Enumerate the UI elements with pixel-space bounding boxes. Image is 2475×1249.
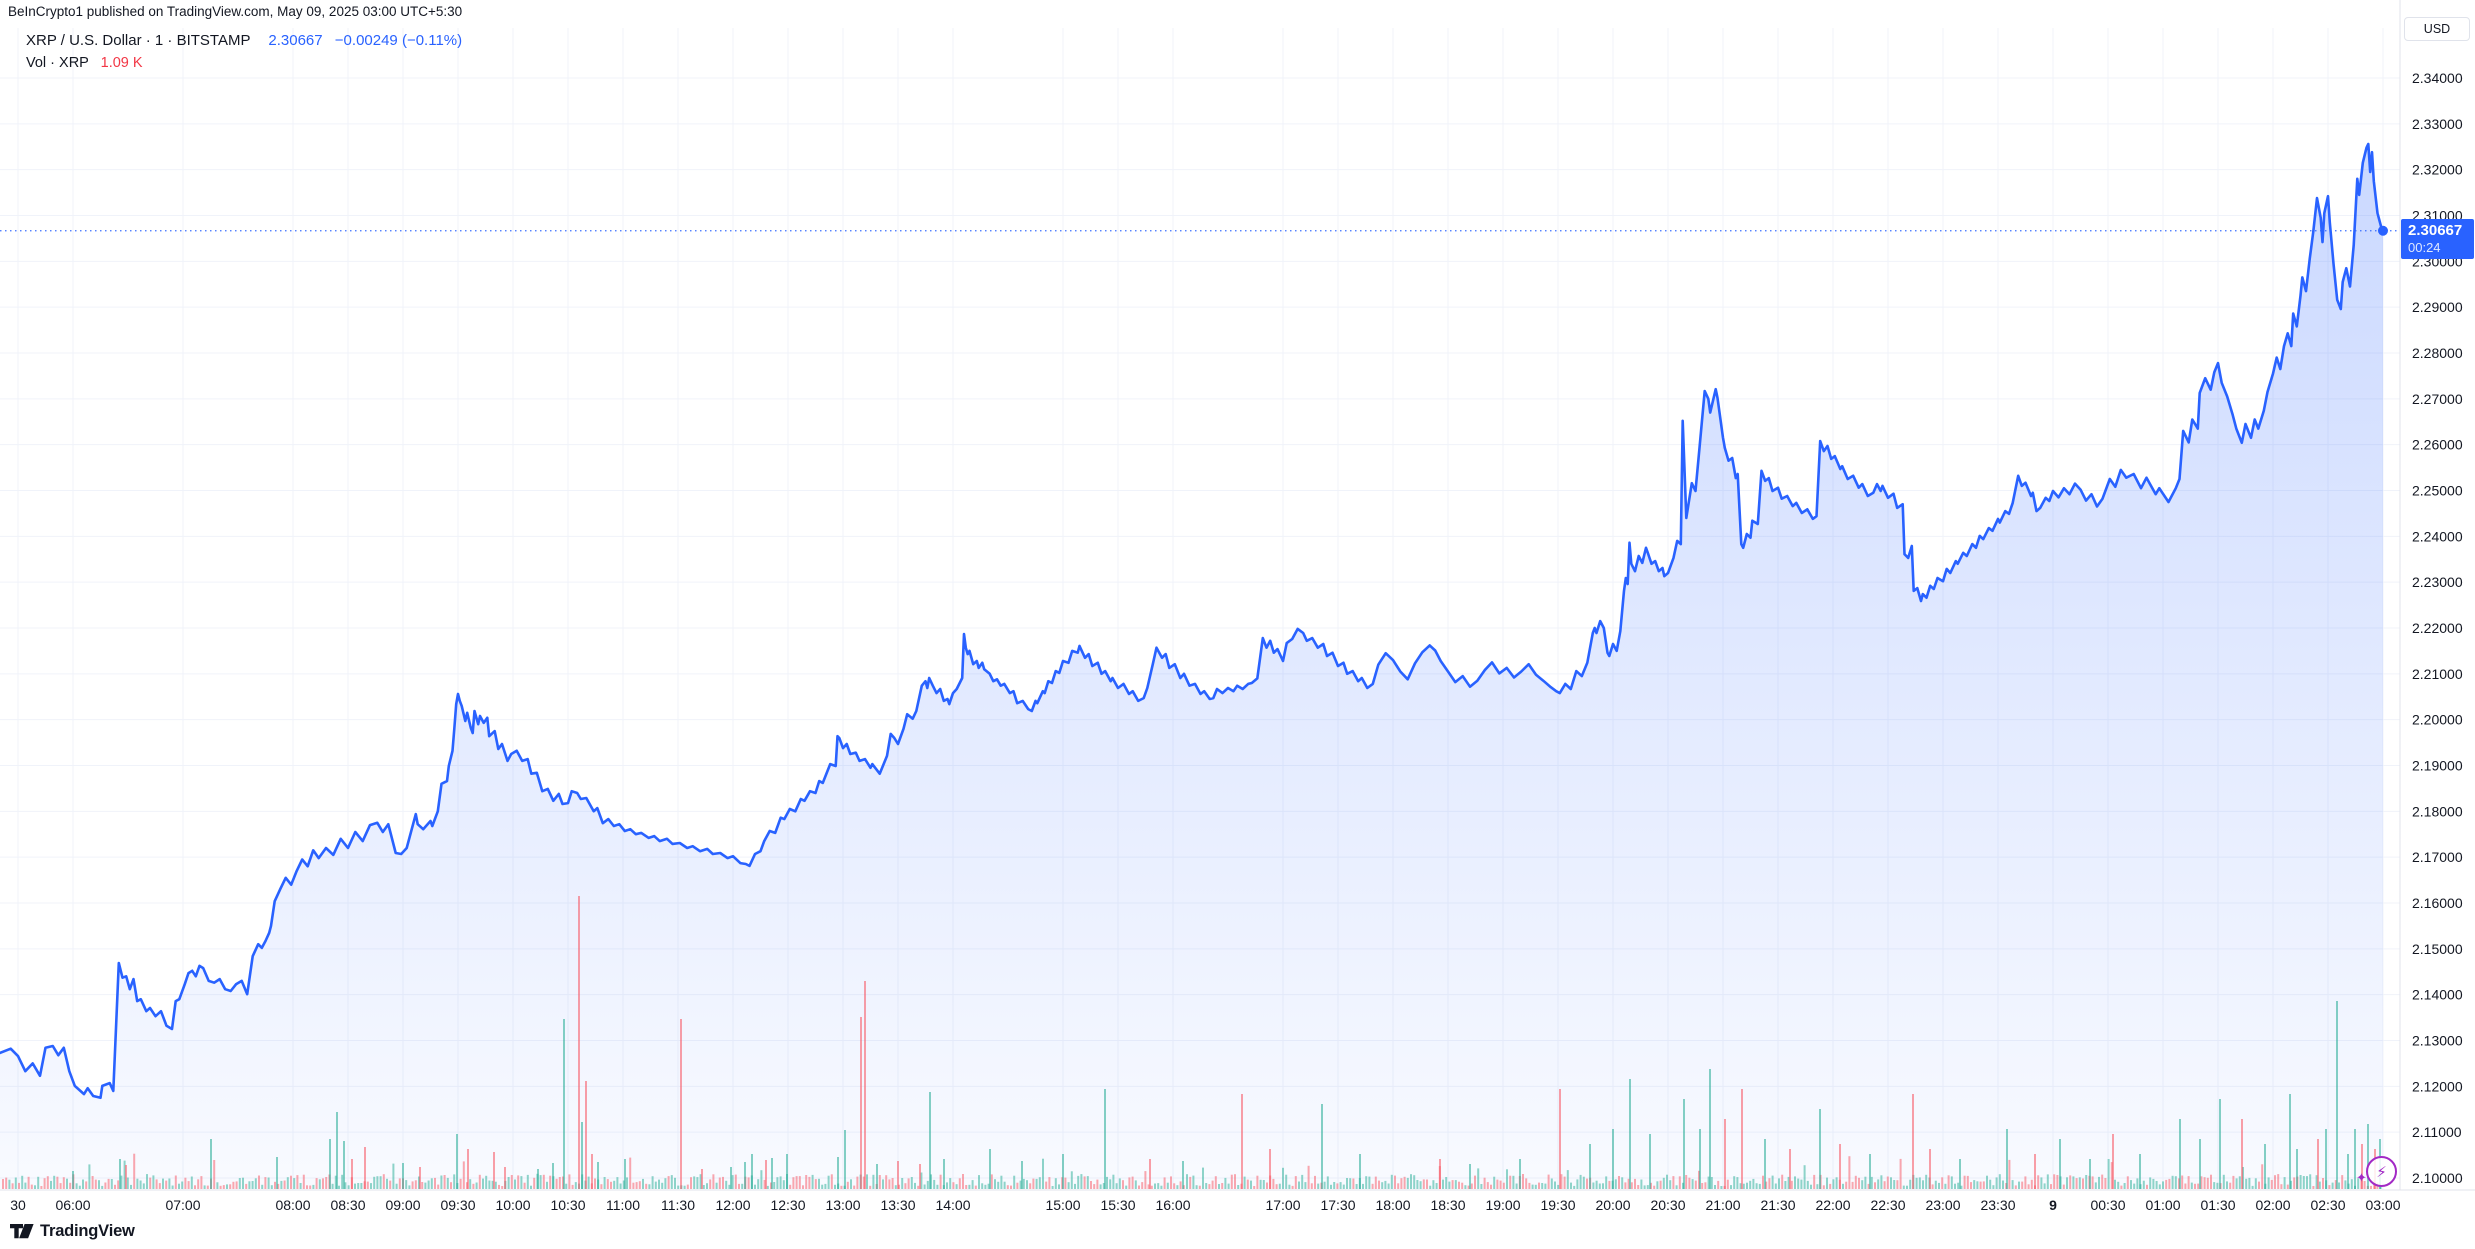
time-axis-label: 9: [2049, 1197, 2057, 1213]
price-area: [0, 144, 2383, 1189]
time-axis-label: 17:30: [1320, 1197, 1355, 1213]
time-axis-label: 00:30: [2090, 1197, 2125, 1213]
volume-value: 1.09 K: [100, 55, 143, 71]
symbol-legend: XRP / U.S. Dollar · 1 · BITSTAMP 2.30667…: [26, 30, 462, 74]
time-axis-label: 18:30: [1430, 1197, 1465, 1213]
time-axis-label: 01:00: [2145, 1197, 2180, 1213]
time-axis-label: 16:00: [1155, 1197, 1190, 1213]
time-axis-label: 18:00: [1375, 1197, 1410, 1213]
time-axis-label: 23:00: [1925, 1197, 1960, 1213]
time-axis[interactable]: 30 06:00 07:00 08:00 08:30 09:00 09:30 10:00 10:…: [10, 1197, 2401, 1213]
price-axis-label: 2.18000: [2412, 803, 2463, 819]
time-axis-label: 02:30: [2310, 1197, 2345, 1213]
time-axis-label: 01:30: [2200, 1197, 2235, 1213]
tradingview-logo[interactable]: TradingView: [10, 1222, 135, 1241]
price-axis-label: 2.33000: [2412, 116, 2463, 132]
time-axis-label: 03:00: [2365, 1197, 2400, 1213]
price-axis-label: 2.16000: [2412, 895, 2463, 911]
attribution-text: BeInCrypto1 published on TradingView.com…: [8, 4, 463, 19]
boost-button[interactable]: ✦ ⚡: [2356, 1152, 2402, 1192]
time-axis-label: 12:00: [715, 1197, 750, 1213]
price-axis-label: 2.19000: [2412, 757, 2463, 773]
price-axis-label: 2.27000: [2412, 391, 2463, 407]
volume-bars: [2, 896, 2382, 1189]
time-axis-label: 09:00: [385, 1197, 420, 1213]
time-axis-label: 09:30: [440, 1197, 475, 1213]
price-axis-label: 2.11000: [2412, 1124, 2462, 1140]
price-axis-label: 2.23000: [2412, 574, 2463, 590]
price-axis-label: 2.20000: [2412, 712, 2463, 728]
time-axis-label: 21:30: [1760, 1197, 1795, 1213]
time-axis-label: 22:30: [1870, 1197, 1905, 1213]
time-axis-label: 15:30: [1100, 1197, 1135, 1213]
time-axis-label: 06:00: [55, 1197, 90, 1213]
tradingview-logo-text: TradingView: [40, 1222, 135, 1240]
price-axis-label: 2.21000: [2412, 666, 2463, 682]
price-axis-label: 2.10000: [2412, 1170, 2463, 1186]
current-price-dot: [2377, 225, 2388, 236]
time-axis-label: 17:00: [1265, 1197, 1300, 1213]
price-axis-label: 2.25000: [2412, 482, 2463, 498]
price-line: [0, 142, 2385, 1100]
tradingview-logo-icon: [10, 1224, 34, 1239]
price-axis-label: 2.28000: [2412, 345, 2463, 361]
legend-price: 2.30667: [268, 32, 323, 49]
time-axis-label: 14:00: [935, 1197, 970, 1213]
time-axis-label: 20:00: [1595, 1197, 1630, 1213]
badge-countdown: 00:24: [2408, 240, 2441, 255]
price-axis-label: 2.24000: [2412, 528, 2463, 544]
time-axis-label: 21:00: [1705, 1197, 1740, 1213]
time-axis-label: 10:30: [550, 1197, 585, 1213]
badge-price: 2.30667: [2408, 222, 2463, 239]
time-axis-label: 08:30: [330, 1197, 365, 1213]
time-axis-label: 30: [10, 1197, 26, 1213]
price-axis-label: 2.13000: [2412, 1032, 2463, 1048]
time-axis-label: 22:00: [1815, 1197, 1850, 1213]
time-axis-label: 08:00: [275, 1197, 310, 1213]
price-axis-label: 2.26000: [2412, 437, 2463, 453]
price-axis-label: 2.14000: [2412, 987, 2463, 1003]
price-axis-label: 2.15000: [2412, 941, 2463, 957]
price-axis-label: 2.34000: [2412, 70, 2463, 86]
symbol-title-row: XRP / U.S. Dollar · 1 · BITSTAMP 2.30667…: [26, 30, 462, 52]
price-badge: 2.30667 00:24: [2401, 219, 2474, 259]
price-axis-label: 2.22000: [2412, 620, 2463, 636]
time-axis-label: 19:30: [1540, 1197, 1575, 1213]
price-axis-label: 2.17000: [2412, 849, 2463, 865]
sparkle-icon: ✦: [2356, 1170, 2367, 1185]
time-axis-label: 13:00: [825, 1197, 860, 1213]
time-axis-label: 10:00: [495, 1197, 530, 1213]
time-axis-label: 15:00: [1045, 1197, 1080, 1213]
time-axis-label: 13:30: [880, 1197, 915, 1213]
price-axis-label: 2.29000: [2412, 299, 2463, 315]
time-axis-label: 20:30: [1650, 1197, 1685, 1213]
time-axis-label: 23:30: [1980, 1197, 2015, 1213]
usd-currency-button[interactable]: USD: [2404, 17, 2470, 41]
time-axis-label: 11:00: [606, 1197, 640, 1213]
time-axis-label: 02:00: [2255, 1197, 2290, 1213]
time-axis-label: 11:30: [661, 1197, 695, 1213]
price-axis-label: 2.12000: [2412, 1078, 2463, 1094]
price-axis-label: 2.32000: [2412, 162, 2463, 178]
symbol-title: XRP / U.S. Dollar · 1 · BITSTAMP: [26, 32, 251, 49]
volume-legend: Vol · XRP: [26, 55, 89, 71]
flash-icon: ⚡: [2366, 1156, 2397, 1187]
time-axis-label: 19:00: [1485, 1197, 1520, 1213]
legend-change: −0.00249 (−0.11%): [334, 32, 463, 49]
time-axis-label: 07:00: [165, 1197, 200, 1213]
time-axis-label: 12:30: [770, 1197, 805, 1213]
volume-legend-row: Vol · XRP 1.09 K: [26, 52, 462, 74]
